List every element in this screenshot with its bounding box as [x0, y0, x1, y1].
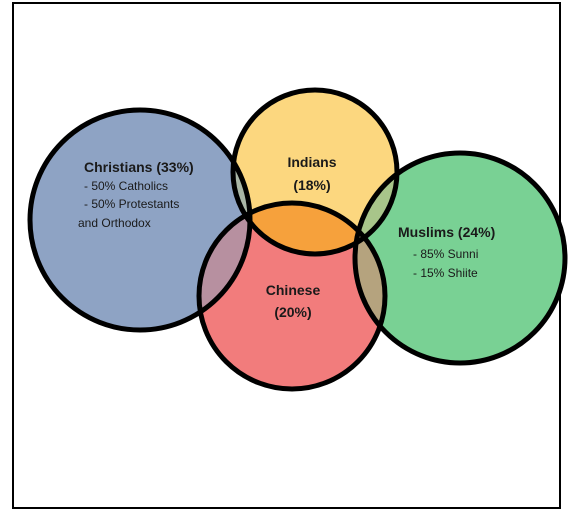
christians-line-3: and Orthodox [78, 216, 151, 230]
indians-pct: (18%) [293, 177, 330, 193]
chinese-outline [196, 200, 388, 392]
indians-title: Indians [287, 154, 336, 170]
muslims-line-1: - 85% Sunni [413, 247, 478, 261]
christians-circle [30, 110, 250, 330]
muslims-line-2: - 15% Shiite [413, 266, 478, 280]
chinese-title: Chinese [266, 282, 321, 298]
christians-line-2: - 50% Protestants [84, 197, 179, 211]
muslims-title: Muslims (24%) [398, 224, 495, 240]
muslims-circle [355, 153, 565, 363]
chinese-pct: (20%) [274, 304, 311, 320]
christians-line-1: - 50% Catholics [84, 179, 168, 193]
christians-title: Christians (33%) [84, 159, 194, 175]
muslims-outline [352, 150, 568, 366]
